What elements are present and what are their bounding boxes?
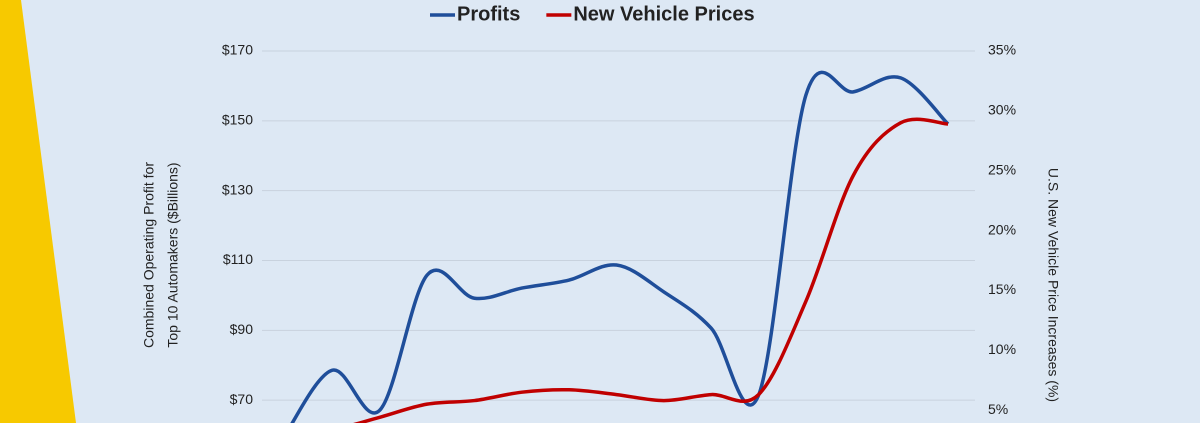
series-line xyxy=(290,70,950,423)
y2-tick-label: 25% xyxy=(988,161,1016,177)
y-axis-title: Top 10 Automakers ($Billions) xyxy=(165,162,181,347)
y-tick-label: $70 xyxy=(230,391,254,407)
y2-tick-label: 10% xyxy=(988,341,1016,357)
legend-label: Profits xyxy=(457,3,520,25)
y-tick-label: $90 xyxy=(230,321,254,337)
y2-tick-label: 30% xyxy=(988,102,1016,118)
y-tick-label: $130 xyxy=(222,181,253,197)
y2-tick-label: 20% xyxy=(988,221,1016,237)
y-axis-title: Combined Operating Profit for xyxy=(141,162,157,348)
series-line xyxy=(353,117,949,423)
y2-tick-label: 15% xyxy=(988,281,1016,297)
y2-tick-label: 35% xyxy=(988,42,1016,58)
y-tick-label: $150 xyxy=(222,112,253,128)
decor-stripe xyxy=(0,0,76,423)
y2-tick-label: 5% xyxy=(988,401,1008,417)
legend-label: New Vehicle Prices xyxy=(573,3,754,25)
y-tick-label: $110 xyxy=(223,251,253,267)
y-tick-label: $170 xyxy=(222,42,253,58)
y2-axis-title: U.S. New Vehicle Price Increases (%) xyxy=(1045,168,1061,402)
